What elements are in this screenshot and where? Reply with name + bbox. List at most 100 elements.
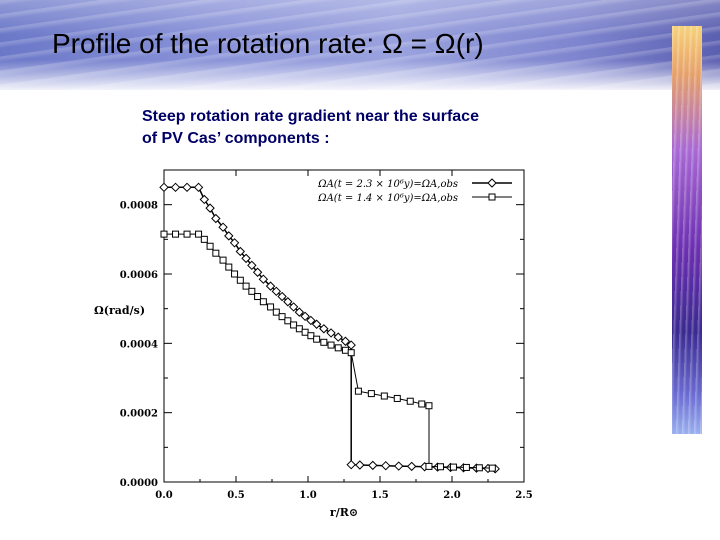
data-point-square <box>425 462 433 470</box>
data-point-diamond <box>159 182 169 193</box>
y-tick-label: 0.0000 <box>120 478 158 489</box>
data-point-diamond <box>241 253 251 264</box>
data-point-diamond <box>265 281 276 291</box>
data-point-diamond <box>381 460 391 471</box>
x-tick-label: 0.5 <box>227 490 244 501</box>
legend-marker-diamond <box>487 178 497 188</box>
data-point-diamond <box>205 203 215 213</box>
x-tick-labels: 0.0 0.5 1.0 1.5 2.0 2.5 <box>155 490 532 501</box>
data-point-diamond <box>218 222 228 232</box>
data-point-square <box>212 249 220 257</box>
data-point-square <box>172 230 180 238</box>
data-point-diamond <box>394 461 404 471</box>
data-point-diamond <box>368 460 378 471</box>
data-point-square <box>284 317 292 325</box>
legend: ΩA(t = 2.3 × 10⁶y)=ΩA,obs ΩA(t = 1.4 × 1… <box>317 178 512 204</box>
data-point-diamond <box>406 461 417 472</box>
slide-subtitle: Steep rotation rate gradient near the su… <box>142 106 612 150</box>
x-tick-label: 1.5 <box>371 490 388 501</box>
y-tick-label: 0.0006 <box>120 270 158 281</box>
data-point-square <box>488 464 496 472</box>
data-point-diamond <box>283 297 293 307</box>
data-point-square <box>160 230 168 238</box>
data-point-diamond <box>252 267 263 277</box>
data-point-square <box>418 400 426 408</box>
data-point-square <box>307 332 315 340</box>
data-point-diamond <box>333 332 343 342</box>
data-point-diamond <box>277 291 287 302</box>
x-axis-label: r/R⊙ <box>330 506 358 519</box>
data-point-square <box>320 338 328 346</box>
data-point-square <box>259 298 267 306</box>
y-tick-labels: 0.0000 0.0002 0.0004 0.0006 0.0008 <box>120 201 158 489</box>
y-tick-label: 0.0008 <box>120 201 158 212</box>
data-point-square <box>475 464 483 472</box>
data-point-diamond <box>229 238 240 248</box>
data-point-square <box>367 390 375 398</box>
data-point-square <box>393 394 401 402</box>
data-point-diamond <box>300 311 310 322</box>
x-tick-label: 2.0 <box>443 490 460 501</box>
data-point-diamond <box>199 194 210 205</box>
data-point-diamond <box>247 260 257 271</box>
data-point-diamond <box>355 460 365 470</box>
data-point-diamond <box>182 182 192 193</box>
data-point-square <box>354 387 362 395</box>
legend-label-series-1: ΩA(t = 2.3 × 10⁶y)=ΩA,obs <box>317 179 458 190</box>
data-point-diamond <box>346 340 356 350</box>
data-point-square <box>436 463 444 471</box>
y-tick-label: 0.0002 <box>120 409 158 420</box>
data-point-square <box>425 402 433 410</box>
data-point-square <box>334 344 342 352</box>
data-point-square <box>231 270 239 278</box>
data-point-diamond <box>211 213 221 224</box>
data-point-diamond <box>193 182 204 193</box>
data-point-square <box>206 242 214 250</box>
data-point-diamond <box>235 246 246 257</box>
data-point-square <box>327 341 335 349</box>
data-point-square <box>301 328 309 336</box>
series-line-2 <box>164 233 493 469</box>
data-point-square <box>195 230 203 238</box>
x-tick-label: 0.0 <box>155 490 172 501</box>
data-point-diamond <box>319 324 329 334</box>
x-tick-label: 1.0 <box>299 490 316 501</box>
rotation-rate-chart: 0.0 0.5 1.0 1.5 2.0 2.5 0.00000.00020.00040.0… <box>94 169 533 519</box>
data-point-diamond <box>271 286 282 297</box>
data-point-diamond <box>326 328 336 338</box>
data-point-square <box>295 325 303 333</box>
data-point-square <box>267 303 275 311</box>
decorative-side-strip <box>672 26 702 434</box>
data-point-square <box>254 293 262 301</box>
data-point-square <box>341 346 349 354</box>
series-layer <box>159 182 500 474</box>
data-point-square <box>313 335 321 343</box>
x-tick-label: 2.5 <box>515 490 532 501</box>
data-point-diamond <box>258 274 269 284</box>
data-point-diamond <box>288 302 299 312</box>
data-point-diamond <box>340 336 351 346</box>
data-point-square <box>406 397 414 405</box>
data-point-diamond <box>346 459 356 470</box>
banner-fade <box>0 60 720 90</box>
data-point-square <box>380 392 388 400</box>
legend-label-series-2: ΩA(t = 1.4 × 10⁶y)=ΩA,obs <box>317 193 458 204</box>
subtitle-line-1: Steep rotation rate gradient near the su… <box>142 108 479 125</box>
data-point-square <box>219 256 227 264</box>
data-point-square <box>248 287 256 295</box>
y-axis-label: Ω(rad/s) <box>94 304 145 317</box>
data-point-diamond <box>294 307 305 317</box>
data-point-square <box>200 235 208 243</box>
data-point-square <box>462 463 470 471</box>
axis-ticks <box>163 170 525 483</box>
data-point-square <box>236 276 244 284</box>
data-point-diamond <box>224 231 234 241</box>
data-point-square <box>272 308 280 316</box>
data-point-square <box>183 230 191 238</box>
data-point-square <box>278 313 286 321</box>
y-tick-label: 0.0004 <box>120 339 158 350</box>
data-point-square <box>290 321 298 329</box>
data-point-square <box>225 263 233 271</box>
data-point-diamond <box>311 319 322 329</box>
data-point-square <box>449 463 457 471</box>
